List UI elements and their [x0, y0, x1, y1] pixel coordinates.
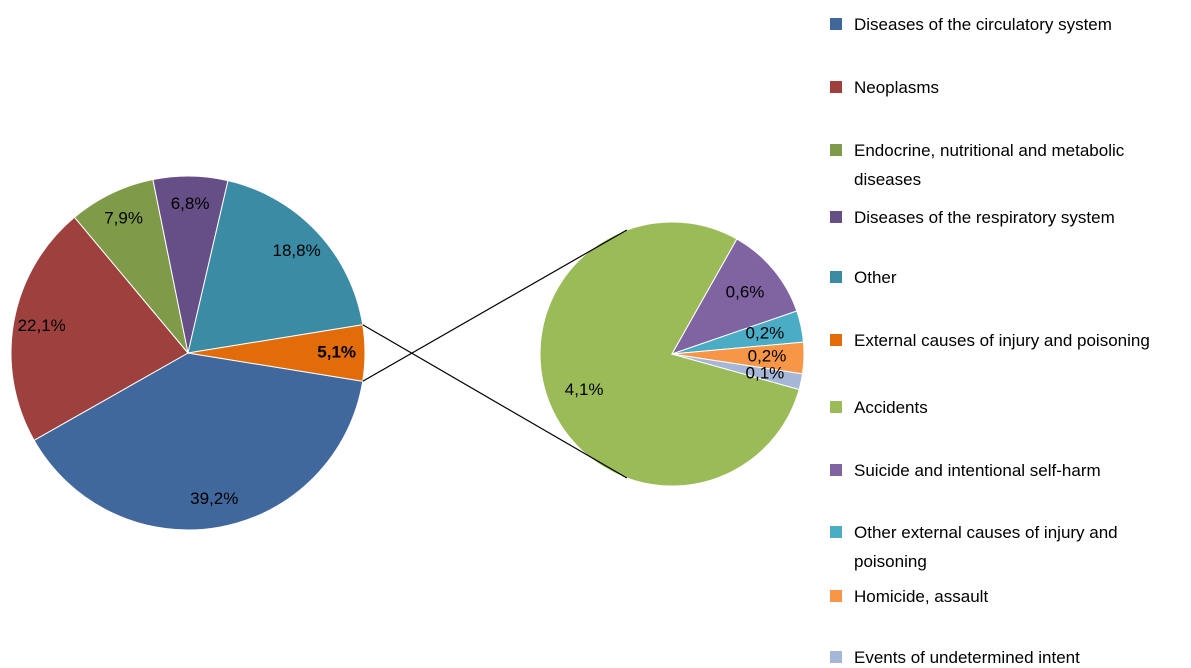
- legend-swatch: [830, 334, 842, 346]
- pie-slice: [671, 353, 804, 391]
- data-label: 18,8%: [273, 241, 321, 260]
- legend-swatch: [830, 81, 842, 93]
- legend-swatch: [830, 401, 842, 413]
- legend-item: Other external causes of injury and pois…: [830, 518, 1180, 576]
- data-label: 39,2%: [190, 489, 238, 508]
- legend-label: Diseases of the circulatory system: [854, 15, 1112, 34]
- legend-item: Neoplasms: [830, 73, 1180, 102]
- legend-label: Homicide, assault: [854, 587, 989, 606]
- legend-label: Suicide and intentional self-harm: [854, 461, 1101, 480]
- legend-item: Other: [830, 263, 1180, 292]
- data-label: 0,2%: [748, 346, 787, 365]
- legend-label: Other external causes of injury and pois…: [854, 523, 1118, 571]
- legend-swatch: [830, 464, 842, 476]
- data-label: 6,8%: [171, 194, 210, 213]
- data-label: 5,1%: [317, 342, 356, 361]
- legend-swatch: [830, 271, 842, 283]
- pie-slice: [33, 352, 364, 531]
- data-label: 0,1%: [746, 363, 785, 382]
- legend-item: Homicide, assault: [830, 582, 1180, 611]
- legend-label: Endocrine, nutritional and metabolic dis…: [854, 141, 1125, 189]
- pie-slice: [187, 179, 364, 354]
- legend-item: Suicide and intentional self-harm: [830, 456, 1180, 485]
- legend-label: Diseases of the respiratory system: [854, 208, 1115, 227]
- legend-label: Neoplasms: [854, 78, 940, 97]
- legend-swatch: [830, 144, 842, 156]
- connector-line: [362, 324, 628, 479]
- connector-line: [362, 229, 628, 382]
- legend-item: Diseases of the circulatory system: [830, 10, 1180, 39]
- legend-item: Accidents: [830, 393, 1180, 422]
- data-label: 0,6%: [726, 283, 765, 302]
- legend-swatch: [830, 651, 842, 663]
- data-label: 4,1%: [565, 380, 604, 399]
- pie-slice: [10, 216, 189, 441]
- legend-item: Events of undetermined intent: [830, 643, 1180, 668]
- legend-item: Endocrine, nutritional and metabolic dis…: [830, 136, 1180, 194]
- legend-label: Accidents: [854, 398, 928, 417]
- pie-slice: [539, 221, 800, 487]
- legend-label: Events of undetermined intent: [854, 648, 1080, 667]
- data-label: 22,1%: [18, 316, 66, 335]
- legend-label: External causes of injury and poisoning: [854, 331, 1150, 350]
- legend-swatch: [830, 211, 842, 223]
- legend-item: Diseases of the respiratory system: [830, 203, 1180, 232]
- legend-label: Other: [854, 268, 897, 287]
- legend-item: External causes of injury and poisoning: [830, 326, 1180, 355]
- legend-swatch: [830, 18, 842, 30]
- data-label: 7,9%: [104, 208, 143, 227]
- pie-slice: [670, 238, 798, 355]
- data-label: 0,2%: [746, 324, 785, 343]
- legend-swatch: [830, 590, 842, 602]
- legend-swatch: [830, 526, 842, 538]
